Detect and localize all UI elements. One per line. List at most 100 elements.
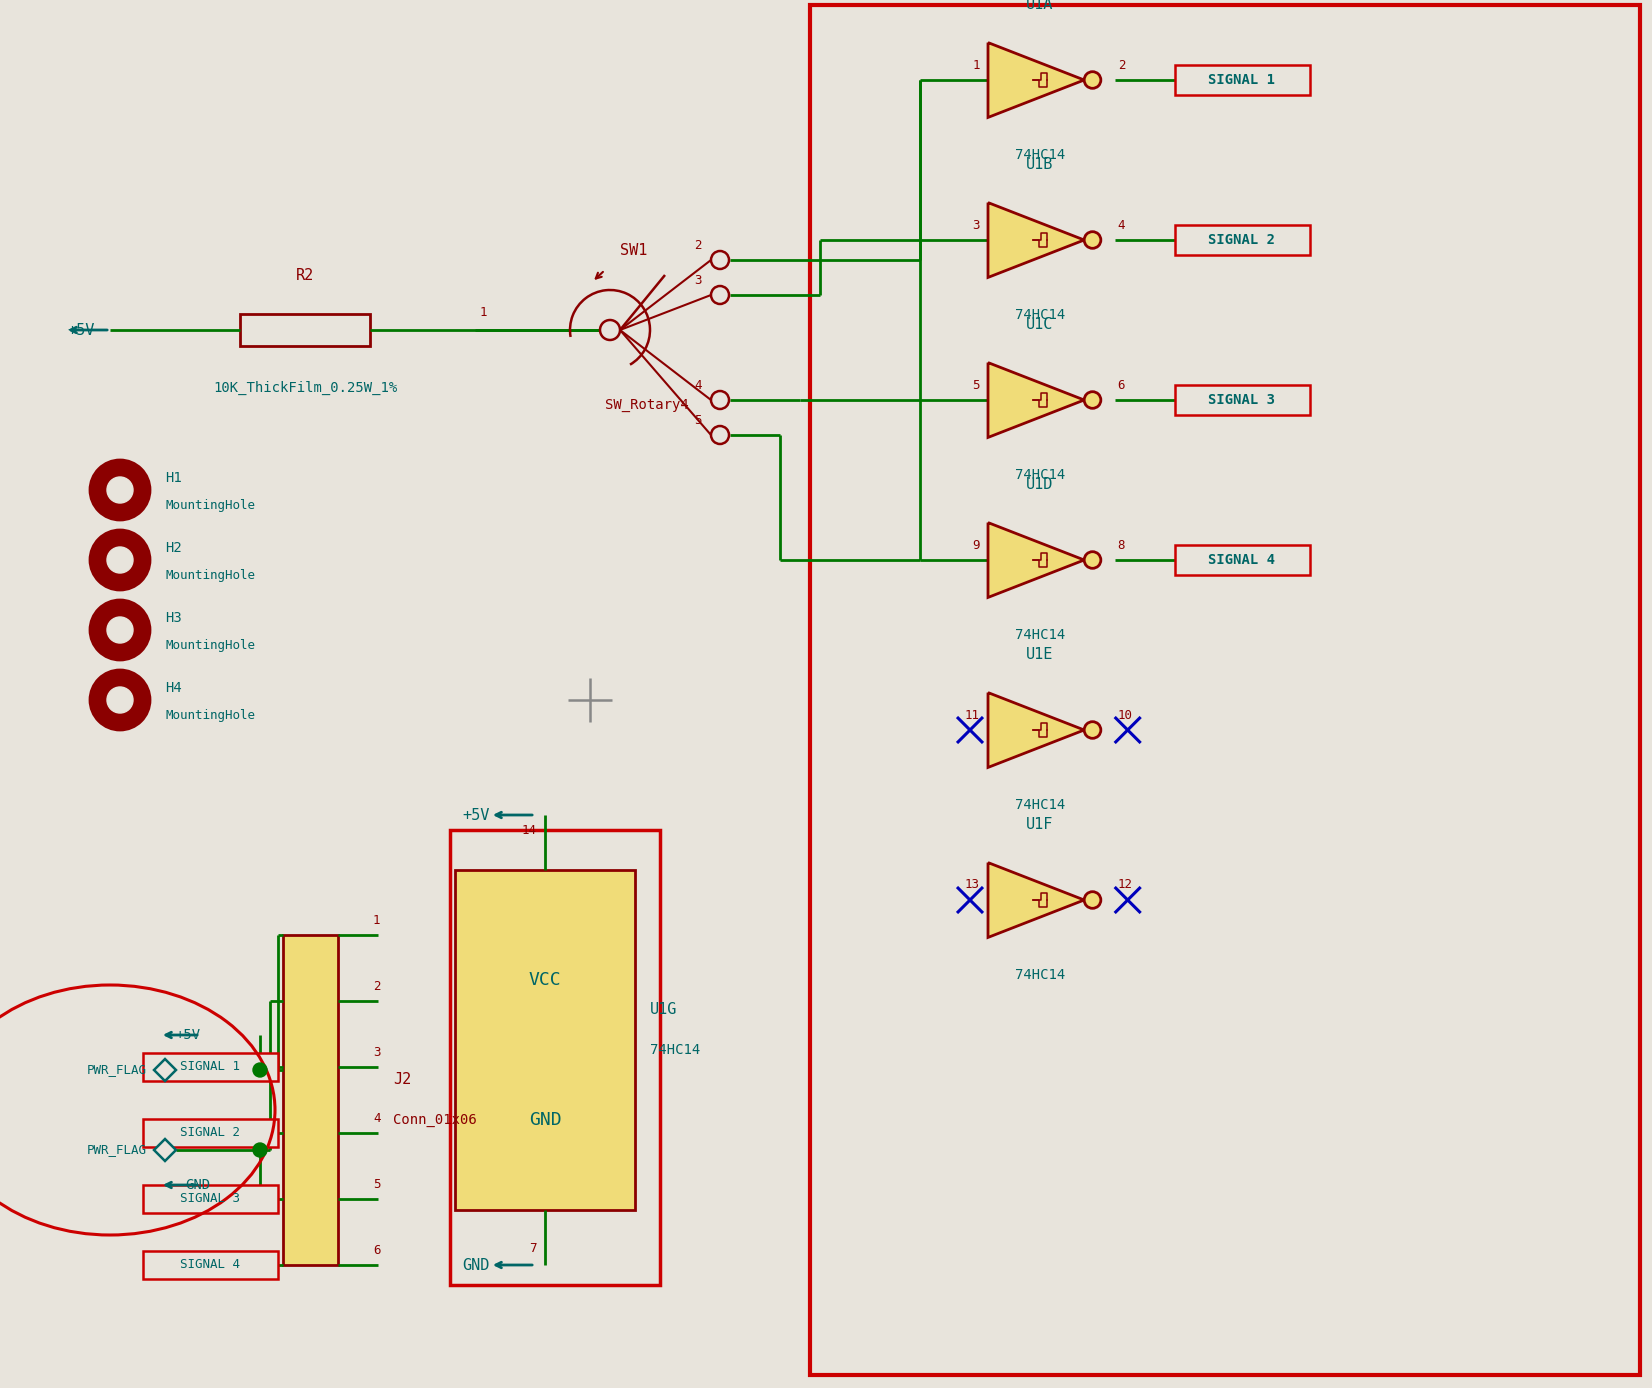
Polygon shape [154,1140,177,1160]
Text: 4: 4 [694,379,702,391]
Circle shape [107,687,134,713]
Text: 5: 5 [694,414,702,426]
Circle shape [710,426,729,444]
Bar [1175,225,1310,255]
Text: +5V: +5V [175,1029,200,1042]
Text: SIGNAL 1: SIGNAL 1 [180,1060,240,1073]
Text: U1B: U1B [1026,157,1054,172]
Text: 2: 2 [373,980,380,994]
Bar [144,1119,278,1146]
Circle shape [1084,232,1100,248]
Text: 4: 4 [373,1113,380,1126]
Text: SIGNAL 1: SIGNAL 1 [1208,74,1275,87]
Text: Conn_01x06: Conn_01x06 [393,1113,477,1127]
Circle shape [253,1142,268,1158]
Text: 3: 3 [373,1047,380,1059]
Text: 74HC14: 74HC14 [1014,798,1066,812]
Circle shape [710,391,729,409]
Bar [1175,384,1310,415]
Bar [144,1251,278,1278]
Text: +5V: +5V [463,808,491,823]
Text: 5: 5 [373,1178,380,1191]
Bar [144,1185,278,1213]
Text: SIGNAL 2: SIGNAL 2 [180,1127,240,1140]
Text: SIGNAL 2: SIGNAL 2 [1208,233,1275,247]
Text: MountingHole: MountingHole [165,569,254,582]
Text: R2: R2 [296,268,314,283]
Circle shape [1084,722,1100,738]
Text: MountingHole: MountingHole [165,498,254,512]
Bar [282,936,339,1264]
Text: 2: 2 [1118,58,1125,72]
Circle shape [107,618,134,643]
Text: 6: 6 [373,1245,380,1258]
Text: U1E: U1E [1026,647,1054,662]
Text: PWR_FLAG: PWR_FLAG [88,1063,147,1077]
Text: U1F: U1F [1026,818,1054,831]
Circle shape [1084,891,1100,908]
Circle shape [107,477,134,502]
Text: H1: H1 [165,471,182,484]
Text: PWR_FLAG: PWR_FLAG [88,1144,147,1156]
Text: GND: GND [529,1110,562,1128]
Polygon shape [988,522,1084,597]
Circle shape [89,600,150,661]
Circle shape [710,251,729,269]
Text: 13: 13 [965,879,980,891]
Text: 9: 9 [973,539,980,551]
Text: SIGNAL 4: SIGNAL 4 [180,1259,240,1271]
Bar [1175,545,1310,575]
Text: J2: J2 [393,1073,411,1088]
Text: 4: 4 [1118,218,1125,232]
Text: U1C: U1C [1026,316,1054,332]
Circle shape [89,670,150,730]
Text: 11: 11 [965,708,980,722]
Polygon shape [988,362,1084,437]
Bar [1175,65,1310,94]
Text: 74HC14: 74HC14 [649,1042,700,1058]
Text: 2: 2 [694,239,702,251]
Polygon shape [988,43,1084,118]
Text: U1D: U1D [1026,477,1054,493]
Text: 3: 3 [694,273,702,286]
Text: SIGNAL 3: SIGNAL 3 [180,1192,240,1206]
Text: SIGNAL 3: SIGNAL 3 [1208,393,1275,407]
Text: 1: 1 [973,58,980,72]
Text: 10K_ThickFilm_0.25W_1%: 10K_ThickFilm_0.25W_1% [213,380,396,396]
Bar [454,870,634,1210]
Bar [240,314,370,346]
Text: 74HC14: 74HC14 [1014,308,1066,322]
Text: 14: 14 [522,823,537,837]
Polygon shape [988,693,1084,768]
Circle shape [253,1063,268,1077]
Text: 10: 10 [1118,708,1133,722]
Circle shape [1084,391,1100,408]
Text: SW_Rotary4: SW_Rotary4 [605,398,689,412]
Text: SW1: SW1 [620,243,648,258]
Text: 12: 12 [1118,879,1133,891]
Text: 74HC14: 74HC14 [1014,149,1066,162]
Text: 1: 1 [481,305,487,318]
Text: +5V: +5V [68,322,96,337]
Text: U1G: U1G [649,1002,677,1017]
Text: 1: 1 [373,915,380,927]
Text: 6: 6 [1118,379,1125,391]
Text: MountingHole: MountingHole [165,638,254,651]
Text: 5: 5 [973,379,980,391]
Text: 74HC14: 74HC14 [1014,629,1066,643]
Polygon shape [988,203,1084,278]
Circle shape [1084,551,1100,568]
Text: H2: H2 [165,541,182,555]
Text: 3: 3 [973,218,980,232]
Text: 74HC14: 74HC14 [1014,969,1066,983]
Bar [809,6,1640,1376]
Circle shape [89,530,150,590]
Text: GND: GND [185,1178,210,1192]
Text: H4: H4 [165,682,182,695]
Text: 8: 8 [1118,539,1125,551]
Text: VCC: VCC [529,972,562,990]
Circle shape [89,459,150,520]
Circle shape [1084,72,1100,89]
Polygon shape [988,862,1084,937]
Circle shape [107,547,134,573]
